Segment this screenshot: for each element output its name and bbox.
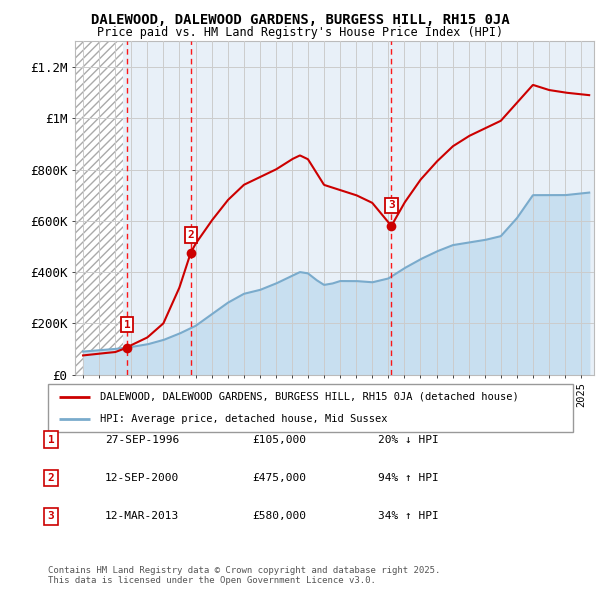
Text: 12-MAR-2013: 12-MAR-2013 <box>105 512 179 521</box>
Text: 94% ↑ HPI: 94% ↑ HPI <box>378 473 439 483</box>
Bar <box>75 41 123 375</box>
Text: 27-SEP-1996: 27-SEP-1996 <box>105 435 179 444</box>
Text: £105,000: £105,000 <box>252 435 306 444</box>
Text: DALEWOOD, DALEWOOD GARDENS, BURGESS HILL, RH15 0JA: DALEWOOD, DALEWOOD GARDENS, BURGESS HILL… <box>91 13 509 27</box>
Bar <box>123 41 594 375</box>
Text: Price paid vs. HM Land Registry's House Price Index (HPI): Price paid vs. HM Land Registry's House … <box>97 26 503 39</box>
Text: 12-SEP-2000: 12-SEP-2000 <box>105 473 179 483</box>
Text: 2: 2 <box>47 473 55 483</box>
Text: 1: 1 <box>47 435 55 444</box>
Text: Contains HM Land Registry data © Crown copyright and database right 2025.
This d: Contains HM Land Registry data © Crown c… <box>48 566 440 585</box>
Text: 3: 3 <box>388 201 395 211</box>
Text: 34% ↑ HPI: 34% ↑ HPI <box>378 512 439 521</box>
Text: 20% ↓ HPI: 20% ↓ HPI <box>378 435 439 444</box>
Text: 1: 1 <box>124 320 130 330</box>
Text: 3: 3 <box>47 512 55 521</box>
FancyBboxPatch shape <box>48 384 573 432</box>
Text: HPI: Average price, detached house, Mid Sussex: HPI: Average price, detached house, Mid … <box>101 414 388 424</box>
Text: £580,000: £580,000 <box>252 512 306 521</box>
Text: DALEWOOD, DALEWOOD GARDENS, BURGESS HILL, RH15 0JA (detached house): DALEWOOD, DALEWOOD GARDENS, BURGESS HILL… <box>101 392 519 402</box>
Text: £475,000: £475,000 <box>252 473 306 483</box>
Text: 2: 2 <box>187 230 194 240</box>
